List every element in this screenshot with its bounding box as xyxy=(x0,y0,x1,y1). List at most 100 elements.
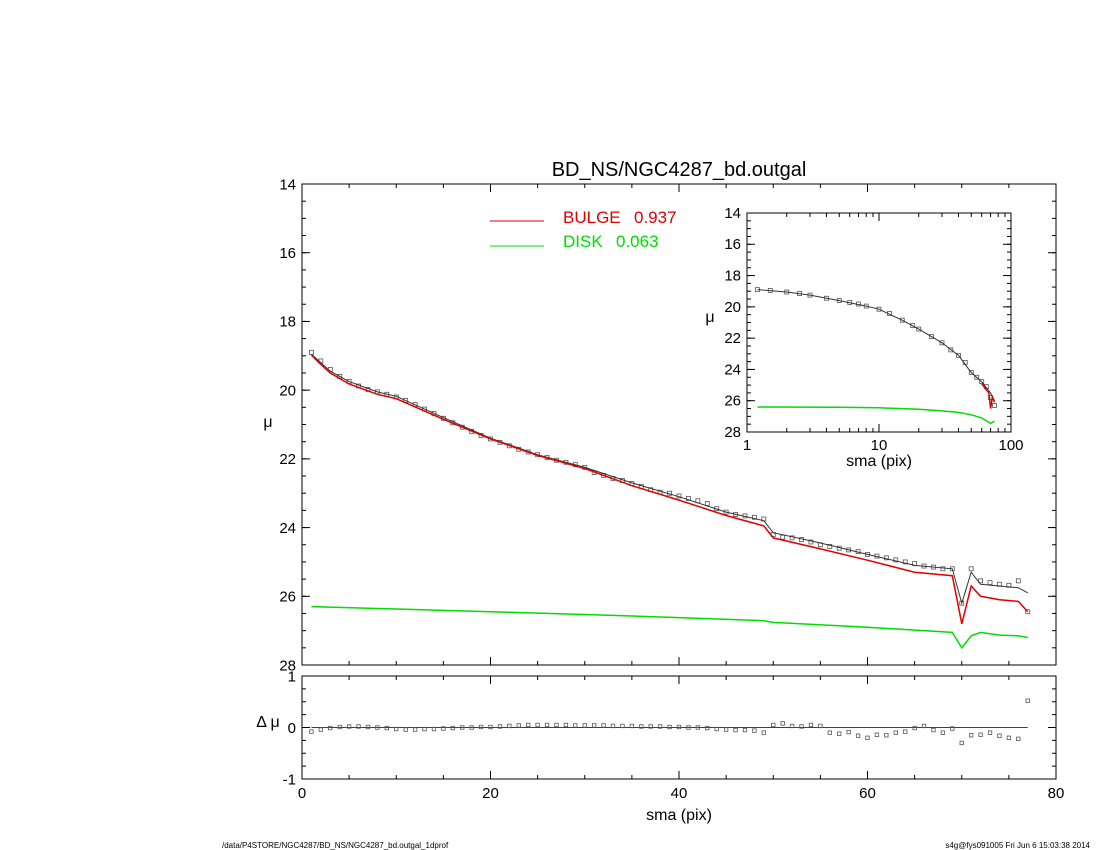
inset-data-point-20 xyxy=(968,370,974,375)
inset-data-point-12 xyxy=(899,317,905,323)
footer-timestamp: s4g@fys091005 Fri Jun 6 15:03:38 2014 xyxy=(945,841,1090,850)
inset-ytick-label-6: 26 xyxy=(724,393,741,410)
main-data-point-40 xyxy=(686,495,691,501)
residual-residual-point-51 xyxy=(789,723,795,729)
residual-residual-point-40 xyxy=(686,725,691,730)
residual-residual-point-73 xyxy=(997,733,1002,738)
residual-residual-point-41 xyxy=(695,725,700,730)
residual-residual-point-68 xyxy=(950,726,955,731)
residual-residual-point-38 xyxy=(667,724,672,730)
inset-data-point-16 xyxy=(939,340,945,346)
residual-residual-point-55 xyxy=(827,730,832,735)
main-panel: 14 16 18 20 22 24 26 28 μ BULGE 0.937 DISK 0.06… xyxy=(263,176,1057,674)
residual-residual-point-42 xyxy=(705,725,710,731)
residual-residual-point-59 xyxy=(865,735,870,740)
residual-residual-point-16 xyxy=(460,725,465,730)
residual-residual-point-76 xyxy=(1025,698,1030,703)
residual-residual-point-21 xyxy=(507,723,512,729)
inset-bulge-line xyxy=(981,383,996,409)
residual-residual-point-2 xyxy=(328,725,333,731)
residual-xtick-label-1: 20 xyxy=(482,785,499,802)
residual-residual-point-44 xyxy=(723,727,729,732)
main-ytick-label-1: 16 xyxy=(279,245,296,262)
residual-residual-point-19 xyxy=(488,724,493,730)
residual-xtick-label-3: 60 xyxy=(859,785,876,802)
residual-residual-point-1 xyxy=(318,727,324,732)
residual-residual-point-74 xyxy=(1006,735,1012,740)
residual-residual-point-71 xyxy=(978,732,983,737)
legend-disk-value: 0.063 xyxy=(616,232,659,251)
residual-residual-point-54 xyxy=(818,723,823,729)
inset-x-axis-label: sma (pix) xyxy=(846,453,912,470)
residual-residual-point-17 xyxy=(469,725,474,730)
residual-residual-point-7 xyxy=(375,725,380,730)
residual-residual-point-31 xyxy=(601,723,606,728)
legend-bulge-label: BULGE xyxy=(563,208,621,227)
inset-model-line xyxy=(757,289,995,401)
residual-residual-point-46 xyxy=(742,727,748,733)
residual-residual-point-4 xyxy=(346,724,352,729)
footer-path: /data/P4STORE/NGC4287/BD_NS/NGC4287_bd.o… xyxy=(222,841,449,850)
residual-residual-point-27 xyxy=(563,722,569,728)
residual-residual-point-30 xyxy=(592,723,597,728)
main-data-point-67 xyxy=(940,566,946,572)
main-ytick-label-5: 24 xyxy=(279,520,296,537)
residual-residual-point-23 xyxy=(526,722,531,728)
main-y-axis-label: μ xyxy=(263,414,272,431)
residual-xtick-label-2: 40 xyxy=(671,785,688,802)
inset-series xyxy=(755,287,997,425)
residual-residual-point-35 xyxy=(639,724,644,729)
main-data-point-76 xyxy=(1025,609,1031,615)
main-ytick-label-0: 14 xyxy=(279,176,296,193)
residual-residual-point-72 xyxy=(987,730,993,735)
residual-residual-point-18 xyxy=(478,724,484,730)
inset-data-point-13 xyxy=(910,323,916,329)
residual-residual-point-52 xyxy=(799,724,804,729)
residual-residual-point-63 xyxy=(903,729,908,734)
residual-residual-point-62 xyxy=(893,730,898,735)
residual-residual-point-6 xyxy=(365,724,371,730)
residual-residual-point-28 xyxy=(573,723,578,728)
residual-residual-point-49 xyxy=(771,722,776,728)
main-ytick-label-6: 26 xyxy=(279,589,296,606)
residual-residual-point-67 xyxy=(940,730,946,735)
main-data-point-70 xyxy=(968,566,974,572)
residual-residual-point-61 xyxy=(884,733,889,738)
inset-disk-line xyxy=(757,406,995,425)
residual-residual-point-25 xyxy=(544,722,550,728)
residual-residual-point-22 xyxy=(516,723,521,728)
residual-xtick-label-0: 0 xyxy=(298,785,306,802)
residual-residual-point-36 xyxy=(648,724,653,729)
residual-residual-point-33 xyxy=(620,723,625,729)
main-series xyxy=(309,349,1031,650)
main-data-point-53 xyxy=(808,539,814,545)
main-model-line xyxy=(311,353,1028,605)
residual-residual-point-70 xyxy=(969,733,974,738)
inset-ytick-label-5: 24 xyxy=(724,361,741,378)
residual-residual-point-75 xyxy=(1016,736,1021,741)
main-data-point-55 xyxy=(827,544,833,549)
main-ticks: 14 16 18 20 22 24 26 28 xyxy=(279,176,1057,674)
inset-panel: 1 10 100 14 16 18 20 22 24 26 28 sma (pix) μ xyxy=(705,205,1023,470)
inset-xtick-label-2: 100 xyxy=(998,437,1023,454)
inset-data-point-21 xyxy=(974,374,980,380)
main-ytick-label-2: 18 xyxy=(279,314,296,331)
residual-residual-point-11 xyxy=(412,727,418,732)
inset-data-point-18 xyxy=(956,352,961,358)
residual-residual-point-20 xyxy=(497,724,503,729)
residual-residual-point-64 xyxy=(912,725,917,731)
inset-ytick-label-4: 22 xyxy=(724,330,741,347)
residual-residual-point-12 xyxy=(422,726,427,732)
inset-ytick-label-7: 28 xyxy=(724,424,741,441)
inset-data-point-15 xyxy=(929,334,934,339)
residual-xtick-label-4: 80 xyxy=(1048,785,1065,802)
residual-residual-point-26 xyxy=(554,722,559,728)
inset-data-point-25 xyxy=(992,403,997,408)
main-data-point-50 xyxy=(780,534,786,540)
legend-disk-label: DISK xyxy=(563,232,603,251)
main-data-point-63 xyxy=(902,559,908,565)
residual-residual-point-15 xyxy=(450,725,455,731)
